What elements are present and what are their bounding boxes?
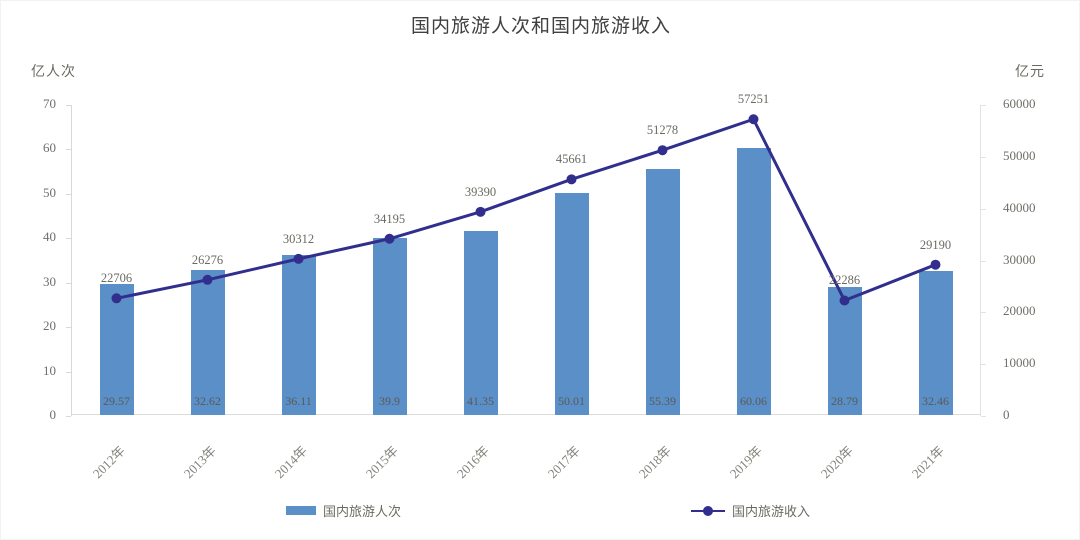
bar-value-label: 41.35 bbox=[467, 394, 494, 408]
category-label: 2014年 bbox=[271, 442, 310, 482]
line-value-label: 45661 bbox=[555, 152, 588, 167]
line-value-label: 22286 bbox=[828, 273, 861, 288]
left-axis-unit-label: 亿人次 bbox=[31, 65, 76, 80]
line-marker[interactable] bbox=[566, 174, 577, 185]
plot-area: 70 60 50 40 30 20 10 0 60000 50000 40000 30000 2000… bbox=[43, 92, 1036, 481]
right-axis-tick bbox=[981, 208, 986, 210]
line-marker[interactable] bbox=[293, 253, 304, 264]
left-axis-tick bbox=[66, 371, 71, 373]
chart-legend: 国内旅游人次 国内旅游收入 bbox=[1, 501, 1079, 523]
category-label: 2018年 bbox=[635, 442, 674, 482]
left-axis-tick-label: 50 bbox=[43, 184, 56, 200]
bar-value-label: 32.46 bbox=[922, 394, 949, 408]
bar-value-label: 29.57 bbox=[103, 394, 130, 408]
bar[interactable] bbox=[190, 270, 225, 415]
legend-line-swatch-icon bbox=[691, 505, 725, 516]
line-marker[interactable] bbox=[657, 145, 668, 156]
line-marker[interactable] bbox=[384, 233, 395, 244]
right-axis-tick-label: 10000 bbox=[1003, 355, 1036, 371]
category-label: 2021年 bbox=[908, 442, 947, 482]
bar-value-label: 60.06 bbox=[740, 394, 767, 408]
legend-bars-label: 国内旅游人次 bbox=[323, 504, 402, 519]
bar[interactable] bbox=[99, 283, 134, 415]
legend-bar-swatch-icon bbox=[286, 506, 316, 515]
line-marker[interactable] bbox=[202, 274, 213, 285]
right-axis-tick bbox=[981, 312, 986, 314]
bar-value-label: 28.79 bbox=[831, 394, 858, 408]
left-axis-tick-label: 60 bbox=[43, 140, 56, 156]
right-axis-tick-label: 60000 bbox=[1003, 96, 1036, 111]
bar-value-label: 55.39 bbox=[649, 394, 676, 408]
left-axis-tick bbox=[66, 416, 71, 417]
x-axis bbox=[71, 414, 981, 415]
line-marker[interactable] bbox=[930, 259, 941, 270]
left-y-axis bbox=[71, 105, 72, 416]
line-marker[interactable] bbox=[748, 114, 759, 125]
line-value-label: 30312 bbox=[282, 231, 315, 246]
legend-item-bars[interactable]: 国内旅游人次 bbox=[286, 501, 401, 520]
bar-value-label: 50.01 bbox=[558, 394, 585, 408]
category-label: 2019年 bbox=[726, 442, 765, 482]
legend-line-label: 国内旅游收入 bbox=[732, 504, 811, 519]
left-axis-tick-label: 0 bbox=[49, 407, 57, 422]
line-value-label: 26276 bbox=[191, 252, 224, 267]
line-value-label: 22706 bbox=[100, 271, 133, 286]
left-axis-tick bbox=[66, 193, 71, 195]
right-y-axis bbox=[980, 105, 981, 416]
bar[interactable] bbox=[281, 254, 316, 415]
bar[interactable] bbox=[918, 270, 953, 415]
left-axis-tick bbox=[66, 282, 71, 284]
line-series-svg bbox=[111, 114, 941, 306]
right-axis-tick bbox=[981, 156, 986, 158]
line-value-label: 29190 bbox=[919, 237, 952, 252]
left-axis-tick bbox=[66, 105, 71, 106]
right-axis-tick-label: 40000 bbox=[1003, 199, 1036, 215]
bar-value-label: 36.11 bbox=[285, 394, 312, 408]
bar[interactable] bbox=[463, 231, 498, 415]
line-marker[interactable] bbox=[839, 295, 850, 306]
right-axis-tick bbox=[981, 364, 986, 366]
right-axis-tick bbox=[981, 260, 986, 262]
left-axis-tick bbox=[66, 149, 71, 151]
category-label: 2012年 bbox=[89, 442, 128, 482]
line-value-label: 51278 bbox=[646, 123, 679, 138]
left-axis-tick-label: 70 bbox=[43, 96, 56, 111]
left-axis-tick-label: 20 bbox=[43, 318, 56, 334]
right-axis-tick bbox=[981, 416, 986, 417]
category-label: 2016年 bbox=[453, 442, 492, 482]
category-label: 2015年 bbox=[362, 442, 401, 482]
category-label: 2013年 bbox=[180, 442, 219, 482]
right-axis-tick-label: 50000 bbox=[1003, 147, 1036, 163]
category-label: 2020年 bbox=[817, 442, 856, 482]
category-label: 2017年 bbox=[544, 442, 583, 482]
right-axis-tick-label: 30000 bbox=[1003, 251, 1036, 267]
bar[interactable] bbox=[645, 168, 680, 415]
line-value-label: 39390 bbox=[464, 184, 497, 199]
right-axis-tick bbox=[981, 105, 986, 106]
left-axis-tick bbox=[66, 238, 71, 240]
line-value-label: 57251 bbox=[737, 92, 770, 107]
bar-value-label: 39.9 bbox=[379, 394, 400, 408]
right-axis-unit-label: 亿元 bbox=[1015, 65, 1045, 80]
left-axis-tick-label: 40 bbox=[43, 229, 56, 245]
bar[interactable] bbox=[736, 148, 771, 415]
legend-item-line[interactable]: 国内旅游收入 bbox=[691, 501, 810, 520]
bar[interactable] bbox=[554, 192, 589, 415]
line-marker[interactable] bbox=[475, 206, 486, 217]
right-axis-tick-label: 20000 bbox=[1003, 303, 1036, 319]
left-axis-tick bbox=[66, 327, 71, 329]
line-value-label: 34195 bbox=[373, 211, 406, 226]
line-marker[interactable] bbox=[111, 293, 122, 304]
bar[interactable] bbox=[372, 237, 407, 415]
bar[interactable] bbox=[827, 287, 862, 415]
left-axis-tick-label: 30 bbox=[43, 273, 56, 289]
right-axis-tick-label: 0 bbox=[1003, 407, 1010, 422]
left-axis-tick-label: 10 bbox=[43, 362, 56, 378]
chart-title: 国内旅游人次和国内旅游收入 bbox=[410, 16, 671, 37]
bar-value-label: 32.62 bbox=[194, 394, 221, 408]
line-series-path bbox=[115, 117, 937, 302]
line-series-markers bbox=[111, 114, 941, 306]
